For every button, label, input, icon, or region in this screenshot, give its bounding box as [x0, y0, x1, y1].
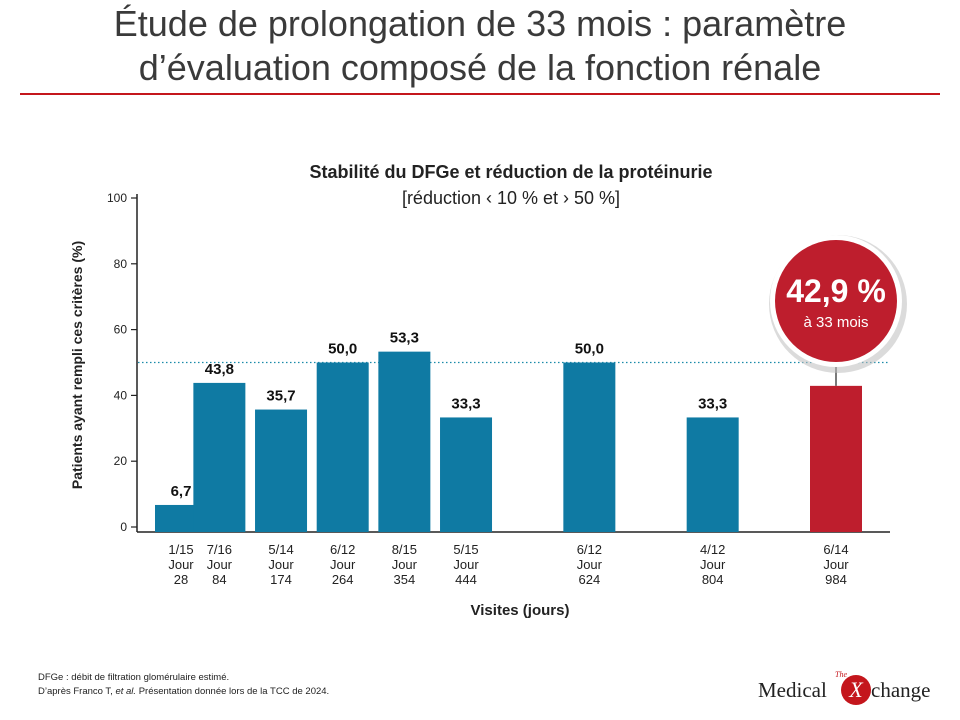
x-tick-label: 8/15 — [392, 542, 417, 557]
x-tick-label: 5/14 — [268, 542, 293, 557]
y-tick-label: 0 — [120, 520, 127, 534]
bar — [193, 383, 245, 532]
medical-xchange-logo: The Medical X change — [758, 672, 933, 708]
y-axis-label: Patients ayant rempli ces critères (%) — [69, 241, 85, 489]
chart-title: Stabilité du DFGe et réduction de la pro… — [309, 162, 712, 182]
x-tick-label: 5/15 — [453, 542, 478, 557]
logo-the: The — [835, 670, 847, 679]
x-tick-label: 174 — [270, 572, 292, 587]
x-tick-label: 28 — [174, 572, 188, 587]
x-tick-label: 984 — [825, 572, 847, 587]
footnote-source-pre: D’après Franco T, — [38, 686, 115, 697]
footnote-source-em: et al. — [115, 686, 136, 697]
bar — [440, 417, 492, 532]
x-tick-label: 6/12 — [330, 542, 355, 557]
x-tick-label: Jour — [577, 557, 603, 572]
callout-label: à 33 mois — [803, 314, 868, 331]
x-tick-label: 804 — [702, 572, 724, 587]
x-tick-label: 354 — [394, 572, 416, 587]
footnote-abbrev: DFGe : débit de filtration glomérulaire … — [38, 672, 229, 683]
data-label: 35,7 — [266, 388, 295, 405]
x-tick-label: Jour — [453, 557, 479, 572]
data-label: 33,3 — [451, 395, 480, 412]
x-tick-label: Jour — [700, 557, 726, 572]
x-tick-label: 444 — [455, 572, 477, 587]
bar — [810, 386, 862, 532]
data-label: 33,3 — [698, 395, 727, 412]
x-tick-label: Jour — [392, 557, 418, 572]
y-tick-label: 20 — [114, 454, 128, 468]
logo-x-icon: X — [841, 675, 871, 705]
data-label: 6,7 — [171, 483, 192, 500]
x-tick-label: 4/12 — [700, 542, 725, 557]
data-label: 53,3 — [390, 330, 419, 347]
x-tick-label: Jour — [330, 557, 356, 572]
footnote-source-post: Présentation donnée lors de la TCC de 20… — [136, 686, 329, 697]
x-tick-label: 624 — [578, 572, 600, 587]
bar — [378, 352, 430, 532]
x-tick-label: 6/12 — [577, 542, 602, 557]
x-tick-label: Jour — [268, 557, 294, 572]
y-tick-label: 60 — [114, 323, 128, 337]
bar-chart: Stabilité du DFGe et réduction de la pro… — [0, 0, 960, 660]
plot-area: 0204060801006,71/15Jour2843,87/16Jour843… — [107, 191, 907, 587]
x-tick-label: 7/16 — [207, 542, 232, 557]
bar — [255, 410, 307, 532]
y-tick-label: 100 — [107, 191, 127, 205]
bar — [317, 363, 369, 533]
logo-word-medical: Medical — [758, 678, 827, 703]
callout-value: 42,9 % — [786, 273, 886, 309]
footnote-source: D’après Franco T, et al. Présentation do… — [38, 686, 329, 697]
x-tick-label: 264 — [332, 572, 354, 587]
data-label: 50,0 — [575, 341, 604, 358]
chart-subtitle: [réduction ‹ 10 % et › 50 %] — [402, 188, 620, 208]
x-tick-label: 6/14 — [823, 542, 848, 557]
y-tick-label: 40 — [114, 388, 128, 402]
data-label: 43,8 — [205, 361, 234, 378]
data-label: 50,0 — [328, 341, 357, 358]
bar — [687, 417, 739, 532]
x-tick-label: 1/15 — [168, 542, 193, 557]
y-tick-label: 80 — [114, 257, 128, 271]
x-tick-label: 84 — [212, 572, 226, 587]
x-axis-label: Visites (jours) — [471, 602, 570, 619]
bar — [563, 363, 615, 533]
x-tick-label: Jour — [207, 557, 233, 572]
logo-word-change: change — [871, 678, 930, 703]
x-tick-label: Jour — [823, 557, 849, 572]
x-tick-label: Jour — [168, 557, 194, 572]
